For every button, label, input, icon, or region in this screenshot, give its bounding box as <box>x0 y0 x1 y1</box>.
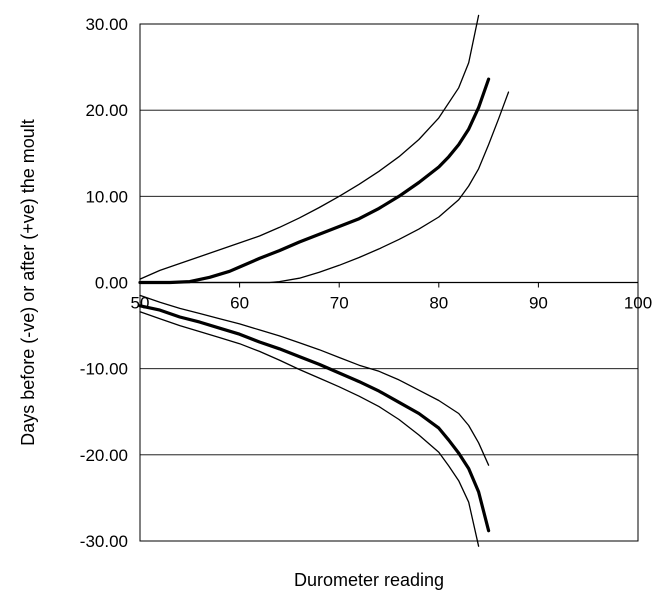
y-axis-title: Days before (-ve) or after (+ve) the mou… <box>18 119 38 446</box>
series-line-5 <box>139 294 490 466</box>
y-tick-label: -10.00 <box>80 360 128 379</box>
x-tick-label: 50 <box>131 294 150 313</box>
y-tick-labels: 30.00 20.00 10.00 0.00 -10.00 -20.00 -30.00 <box>80 15 128 551</box>
series-line-1 <box>138 77 491 285</box>
y-tick-label: -20.00 <box>80 446 128 465</box>
series-line-4 <box>138 304 491 533</box>
gridlines <box>140 109 638 456</box>
x-tick-labels: 50 60 70 80 90 100 <box>131 282 652 313</box>
x-axis-title: Durometer reading <box>294 570 444 590</box>
y-tick-label: 20.00 <box>85 101 128 120</box>
y-tick-label: 0.00 <box>95 274 128 293</box>
series-line-2 <box>139 14 480 280</box>
y-tick-label: 30.00 <box>85 15 128 34</box>
x-tick-label: 80 <box>429 294 448 313</box>
series-group <box>138 14 510 547</box>
series-line-3 <box>139 91 510 284</box>
y-tick-label: -30.00 <box>80 532 128 551</box>
x-tick-label: 60 <box>230 294 249 313</box>
series-line-6 <box>139 311 480 547</box>
x-tick-label: 70 <box>330 294 349 313</box>
x-tick-label: 100 <box>624 294 652 313</box>
x-tick-label: 90 <box>529 294 548 313</box>
y-tick-label: 10.00 <box>85 187 128 206</box>
